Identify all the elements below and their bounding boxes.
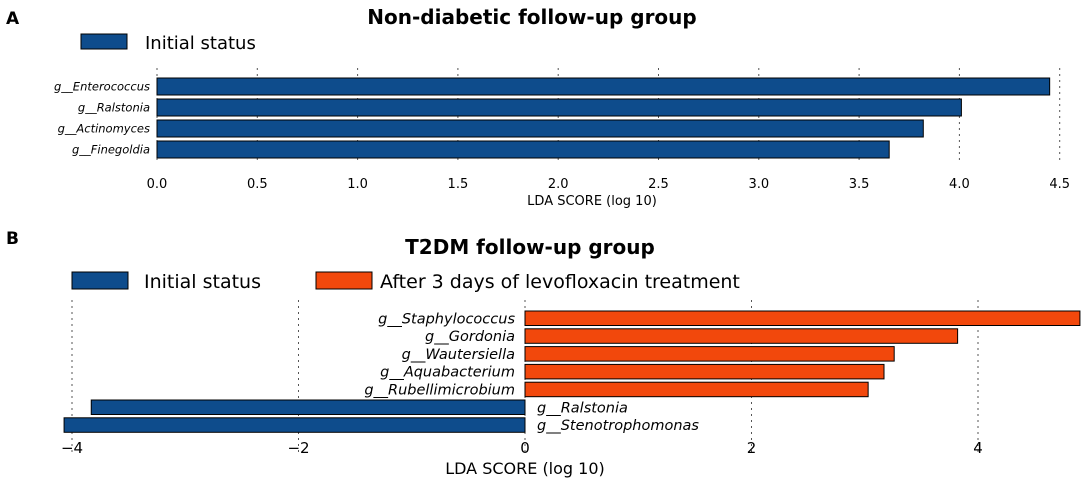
panel-b-title: T2DM follow-up group (405, 235, 655, 259)
panel-b-bar-g-gordonia (524, 328, 959, 344)
panel-b-category-label-g-staphylococcus: g__Staphylococcus (378, 311, 515, 327)
panel-b-category-label-g-rubellimicrobium: g__Rubellimicrobium (364, 382, 515, 398)
panel-b-x-tick-label: −2 (287, 439, 309, 457)
panel-a-x-tick-label: 2.0 (548, 177, 569, 192)
panel-b-x-tick-label: −4 (61, 439, 83, 457)
panel-b-category-label-g-ralstonia: g__Ralstonia (537, 400, 628, 416)
panel-a-bar-g-finegoldia (156, 140, 890, 159)
panel-a-x-tick-label: 3.0 (748, 177, 769, 192)
panel-b: B T2DM follow-up group Initial status Aft… (6, 229, 1081, 478)
panel-b-bar-g-staphylococcus (524, 310, 1081, 326)
panel-a-x-tick-label: 1.5 (448, 177, 469, 192)
panel-b-bar-g-wautersiella (524, 346, 895, 362)
panel-b-bar-g-rubellimicrobium (524, 381, 869, 398)
panel-b-bar-g-aquabacterium (524, 363, 885, 380)
panel-b-letter: B (6, 229, 19, 249)
panel-a: A Non-diabetic follow-up group Initial s… (6, 5, 1070, 209)
panel-b-category-labels: g__Staphylococcus g__Gordonia g__Wautersie… (364, 311, 699, 434)
panel-a-legend-label-initial-status: Initial status (145, 33, 256, 54)
panel-a-legend: Initial status (80, 33, 256, 54)
panel-b-legend: Initial status After 3 days of levofloxac… (71, 271, 740, 293)
panel-b-bar-g-ralstonia (90, 399, 526, 415)
panel-a-legend-swatch-initial-status (80, 33, 128, 50)
panel-a-letter: A (6, 9, 20, 29)
panel-a-x-tick-label: 0.5 (247, 177, 268, 192)
panel-b-category-label-g-wautersiella: g__Wautersiella (402, 347, 515, 363)
panel-b-x-tick-label: 0 (520, 439, 530, 457)
panel-a-category-label-g-ralstonia: g__Ralstonia (78, 101, 150, 115)
panel-a-bar-g-actinomyces (156, 119, 924, 138)
panel-a-category-label-g-actinomyces: g__Actinomyces (58, 122, 150, 136)
panel-b-legend-label-initial-status: Initial status (144, 271, 261, 293)
panel-a-x-tick-label: 4.5 (1049, 177, 1070, 192)
panel-a-x-axis-label: LDA SCORE (log 10) (527, 194, 657, 209)
panel-b-category-label-g-gordonia: g__Gordonia (425, 329, 515, 345)
panel-b-legend-label-after-3-days-of-levofloxacin-treatment: After 3 days of levofloxacin treatment (380, 271, 740, 293)
panel-b-bar-g-stenotrophomonas (63, 417, 526, 433)
panel-b-x-tick-label: 4 (973, 439, 983, 457)
panel-b-bars (63, 310, 1081, 433)
panel-a-x-ticks: 0.0 0.5 1.0 1.5 2.0 2.5 3.0 3.5 4.0 4.5 (147, 177, 1070, 192)
panel-b-legend-swatch-initial-status (71, 271, 129, 290)
panel-a-x-tick-label: 1.0 (347, 177, 368, 192)
panel-a-x-tick-label: 3.5 (849, 177, 870, 192)
panel-a-x-tick-label: 2.5 (648, 177, 669, 192)
panel-a-x-tick-label: 4.0 (949, 177, 970, 192)
panel-b-x-tick-label: 2 (747, 439, 757, 457)
panel-b-x-ticks: −4 −2 0 2 4 (61, 439, 983, 457)
panel-a-x-tick-label: 0.0 (147, 177, 168, 192)
panel-b-x-axis-label: LDA SCORE (log 10) (445, 459, 605, 478)
panel-b-category-label-g-stenotrophomonas: g__Stenotrophomonas (537, 418, 699, 434)
panel-a-category-label-g-finegoldia: g__Finegoldia (72, 143, 150, 157)
panel-a-category-label-g-enterococcus: g__Enterococcus (54, 80, 150, 94)
panel-a-bar-g-ralstonia (156, 98, 962, 117)
panel-b-legend-swatch-after-3-days-of-levofloxacin-treatment (315, 271, 373, 290)
panel-a-category-labels: g__Enterococcus g__Ralstonia g__Actinomyce… (54, 80, 150, 157)
panel-a-title: Non-diabetic follow-up group (367, 5, 696, 29)
panel-b-category-label-g-aquabacterium: g__Aquabacterium (380, 365, 515, 381)
panel-a-bars (156, 77, 1051, 159)
panel-a-bar-g-enterococcus (156, 77, 1051, 96)
